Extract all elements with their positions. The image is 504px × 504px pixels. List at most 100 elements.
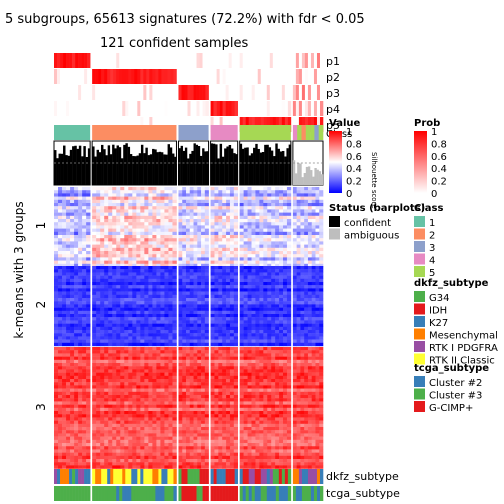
heatmap-cell [132, 238, 137, 242]
heatmap-cell [315, 257, 320, 261]
heatmap-cell [96, 298, 101, 302]
heatmap-cell [263, 347, 268, 351]
prob-cell [57, 117, 61, 132]
heatmap-cell [255, 269, 260, 273]
heatmap-cell [136, 385, 141, 389]
heatmap-cell [156, 244, 161, 248]
heatmap-cell [104, 359, 109, 364]
heatmap-cell [178, 339, 183, 343]
heatmap-cell [92, 366, 97, 370]
heatmap-cell [58, 342, 63, 347]
heatmap-cell [296, 395, 301, 399]
heatmap-cell [58, 272, 63, 276]
heatmap-cell [116, 203, 121, 207]
heatmap-cell [124, 375, 129, 380]
prob-cell [122, 85, 126, 100]
prob-cell [161, 53, 165, 68]
heatmap-cell [74, 241, 79, 245]
heatmap-cell [193, 310, 198, 315]
heatmap-cell [104, 391, 109, 396]
heatmap-cell [120, 366, 125, 370]
heatmap-cell [92, 307, 97, 311]
heatmap-cell [74, 342, 79, 347]
heatmap-cell [112, 212, 117, 216]
heatmap-cell [189, 272, 194, 276]
heatmap-cell [251, 288, 256, 292]
prob-cell [190, 53, 194, 68]
heatmap-cell [311, 366, 316, 370]
heatmap-cell [86, 278, 91, 283]
silhouette-bar [268, 147, 272, 185]
heatmap-cell [164, 320, 169, 324]
heatmap-cell [233, 395, 238, 399]
heatmap-cell [96, 203, 101, 207]
heatmap-cell [178, 209, 183, 213]
heatmap-cell [168, 301, 173, 305]
heatmap-cell [62, 369, 67, 373]
heatmap-cell [58, 372, 63, 376]
heatmap-cell [66, 225, 71, 229]
heatmap-cell [259, 187, 264, 191]
heatmap-cell [152, 190, 157, 194]
class-annotation-bar [54, 125, 324, 140]
heatmap-cell [58, 215, 63, 220]
heatmap-cell [148, 199, 153, 204]
heatmap-cell [263, 350, 268, 354]
heatmap-cell [182, 298, 187, 302]
heatmap-cell [62, 203, 67, 207]
silhouette-bar [187, 158, 190, 185]
heatmap-cell [319, 269, 324, 273]
class-block [301, 125, 307, 140]
heatmap-cell [275, 266, 280, 270]
heatmap-cell [156, 398, 161, 402]
heatmap-cell [259, 317, 264, 321]
heatmap-cell [92, 222, 97, 226]
heatmap-cell [263, 257, 268, 261]
heatmap-cell [124, 193, 129, 197]
heatmap-cell [201, 266, 206, 270]
heatmap-cell [283, 190, 288, 194]
heatmap-cell [197, 278, 202, 283]
heatmap-cell [156, 323, 161, 327]
heatmap-cell [251, 379, 256, 383]
heatmap-cell [311, 196, 316, 200]
heatmap-cell [210, 212, 215, 216]
heatmap-cell [152, 320, 157, 324]
heatmap-cell [304, 190, 309, 194]
heatmap-cell [144, 363, 149, 367]
prob-cell [170, 69, 174, 84]
heatmap-cell [259, 363, 264, 367]
heatmap-cell [304, 369, 309, 373]
heatmap-cell [92, 385, 97, 389]
heatmap-cell [172, 228, 177, 232]
prob-cell [228, 117, 232, 132]
heatmap-cell [182, 342, 187, 347]
heatmap-cell [210, 215, 215, 220]
prob-cell [110, 101, 114, 116]
heatmap-cell [62, 272, 67, 276]
heatmap-cell [239, 244, 244, 248]
heatmap-cell [204, 372, 209, 376]
heatmap-cell [58, 269, 63, 273]
heatmap-cell [140, 206, 145, 210]
heatmap-cell [104, 330, 109, 334]
heatmap-cell [243, 219, 248, 223]
heatmap-cell [210, 263, 215, 268]
heatmap-cell [82, 196, 87, 200]
heatmap-cell [112, 288, 117, 292]
heatmap-cell [275, 347, 280, 351]
heatmap-cell [108, 291, 113, 295]
heatmap-cell [140, 336, 145, 340]
heatmap-cell [292, 359, 297, 364]
heatmap-cell [132, 314, 137, 318]
heatmap-cell [172, 363, 177, 367]
heatmap-cell [132, 231, 137, 236]
heatmap-cell [136, 260, 141, 264]
heatmap-cell [140, 215, 145, 220]
prob-cell [222, 117, 226, 132]
heatmap-cell [214, 314, 219, 318]
prob-cell [219, 117, 223, 132]
heatmap-cell [160, 254, 165, 258]
heatmap-cell [267, 379, 272, 383]
heatmap-cell [78, 206, 83, 210]
